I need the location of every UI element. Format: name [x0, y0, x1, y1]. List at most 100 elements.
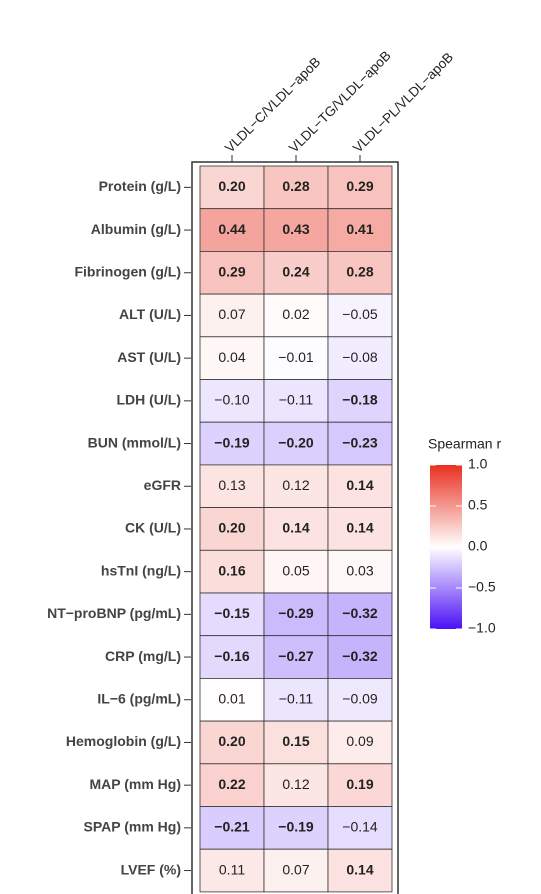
row-label: NT−proBNP (pg/mL) — [47, 605, 181, 621]
row-label: IL−6 (pg/mL) — [97, 690, 181, 706]
cell-label: −0.19 — [214, 434, 250, 450]
cell-label: 0.29 — [218, 263, 245, 279]
row-label: eGFR — [144, 477, 181, 493]
heatmap-cell — [263, 720, 329, 765]
heatmap-cell — [327, 336, 393, 380]
cell-label: −0.23 — [342, 434, 378, 450]
cell-label: 0.11 — [219, 861, 245, 877]
heatmap-cell — [199, 379, 265, 423]
heatmap-cell — [263, 464, 329, 508]
heatmap-cell — [263, 379, 329, 423]
heatmap-cell — [199, 421, 265, 466]
cell-label: −0.05 — [342, 306, 378, 322]
heatmap-cell — [263, 592, 329, 637]
heatmap-cell — [327, 806, 393, 850]
cell-label: 0.41 — [346, 221, 373, 237]
cell-label: −0.29 — [278, 605, 314, 621]
row-label: BUN (mmol/L) — [88, 434, 181, 450]
row-label: CK (U/L) — [125, 520, 181, 536]
heatmap-cell — [199, 806, 265, 850]
cell-label: −0.20 — [278, 434, 314, 450]
heatmap-cell — [327, 848, 393, 893]
row-label: Fibrinogen (g/L) — [74, 263, 181, 279]
cell-label: 0.19 — [346, 776, 373, 792]
cell-label: −0.16 — [214, 648, 250, 664]
heatmap-cell — [263, 763, 329, 807]
cell-label: 0.14 — [282, 520, 309, 536]
cell-label: −0.08 — [342, 349, 378, 365]
cell-label: 0.24 — [282, 263, 309, 279]
row-label: Albumin (g/L) — [91, 221, 181, 237]
cell-label: 0.29 — [346, 178, 373, 194]
cell-label: 0.44 — [218, 221, 245, 237]
cell-label: −0.11 — [279, 690, 314, 706]
heatmap-cell — [199, 635, 265, 679]
row-label: MAP (mm Hg) — [89, 776, 181, 792]
cell-label: 0.20 — [218, 733, 245, 749]
cell-label: −0.14 — [342, 819, 378, 835]
heatmap-cell — [263, 848, 329, 893]
colorbar-tick-label: 0.5 — [468, 497, 488, 513]
cell-label: 0.13 — [218, 477, 245, 493]
colorbar-tick-label: −0.5 — [468, 579, 496, 595]
row-label: SPAP (mm Hg) — [84, 819, 182, 835]
cell-label: 0.16 — [218, 562, 245, 578]
row-label: Hemoglobin (g/L) — [66, 733, 181, 749]
heatmap-cell — [199, 336, 265, 380]
heatmap-cell — [263, 635, 329, 679]
cell-label: 0.07 — [282, 861, 309, 877]
row-label: CRP (mg/L) — [105, 648, 181, 664]
cell-label: 0.20 — [218, 178, 245, 194]
cell-label: −0.11 — [279, 392, 314, 408]
cell-label: −0.19 — [278, 819, 314, 835]
cell-label: 0.07 — [218, 306, 245, 322]
heatmap-cell — [327, 250, 393, 295]
cell-label: 0.28 — [346, 263, 373, 279]
legend-title: Spearman r — [428, 436, 501, 452]
heatmap-cell — [263, 293, 329, 338]
cell-label: 0.14 — [346, 520, 373, 536]
cell-label: −0.15 — [214, 605, 250, 621]
heatmap-cell — [327, 592, 393, 637]
cell-label: 0.05 — [282, 562, 309, 578]
row-label: ALT (U/L) — [119, 306, 181, 322]
heatmap-cell — [199, 848, 265, 893]
cell-label: 0.14 — [346, 477, 373, 493]
heatmap-cell — [327, 165, 393, 210]
row-label: LVEF (%) — [121, 861, 181, 877]
cell-label: 0.28 — [282, 178, 309, 194]
row-label: Protein (g/L) — [99, 178, 181, 194]
heatmap-cell — [327, 678, 393, 722]
heatmap-cell — [199, 507, 265, 551]
cell-label: 0.14 — [346, 861, 373, 877]
cell-label: 0.15 — [282, 733, 309, 749]
cell-label: 0.03 — [346, 562, 373, 578]
cell-label: 0.01 — [218, 690, 245, 706]
cell-label: −0.18 — [342, 392, 378, 408]
cell-label: −0.10 — [214, 392, 250, 408]
heatmap-cell — [327, 379, 393, 423]
cell-label: −0.32 — [342, 648, 378, 664]
heatmap-cell — [199, 464, 265, 508]
cell-label: 0.12 — [282, 477, 309, 493]
heatmap-cell — [263, 165, 329, 210]
row-label: LDH (U/L) — [116, 392, 181, 408]
cell-label: −0.27 — [278, 648, 314, 664]
heatmap-cell — [263, 336, 329, 380]
cell-label: −0.32 — [342, 605, 378, 621]
heatmap-cell — [327, 464, 393, 508]
cell-label: 0.02 — [282, 306, 309, 322]
colorbar-tick-label: −1.0 — [468, 620, 496, 636]
heatmap-cell — [199, 165, 265, 210]
cell-label: −0.21 — [214, 819, 250, 835]
cell-label: −0.01 — [278, 349, 314, 365]
row-label: hsTnI (ng/L) — [101, 562, 181, 578]
colorbar-tick-label: 0.0 — [468, 538, 488, 554]
cell-label: 0.09 — [346, 733, 373, 749]
colorbar-tick-label: 1.0 — [468, 456, 488, 472]
cell-label: 0.22 — [218, 776, 245, 792]
cell-label: 0.12 — [282, 776, 309, 792]
cell-label: 0.43 — [282, 221, 309, 237]
cell-label: −0.09 — [342, 690, 378, 706]
heatmap-cell — [263, 549, 329, 594]
